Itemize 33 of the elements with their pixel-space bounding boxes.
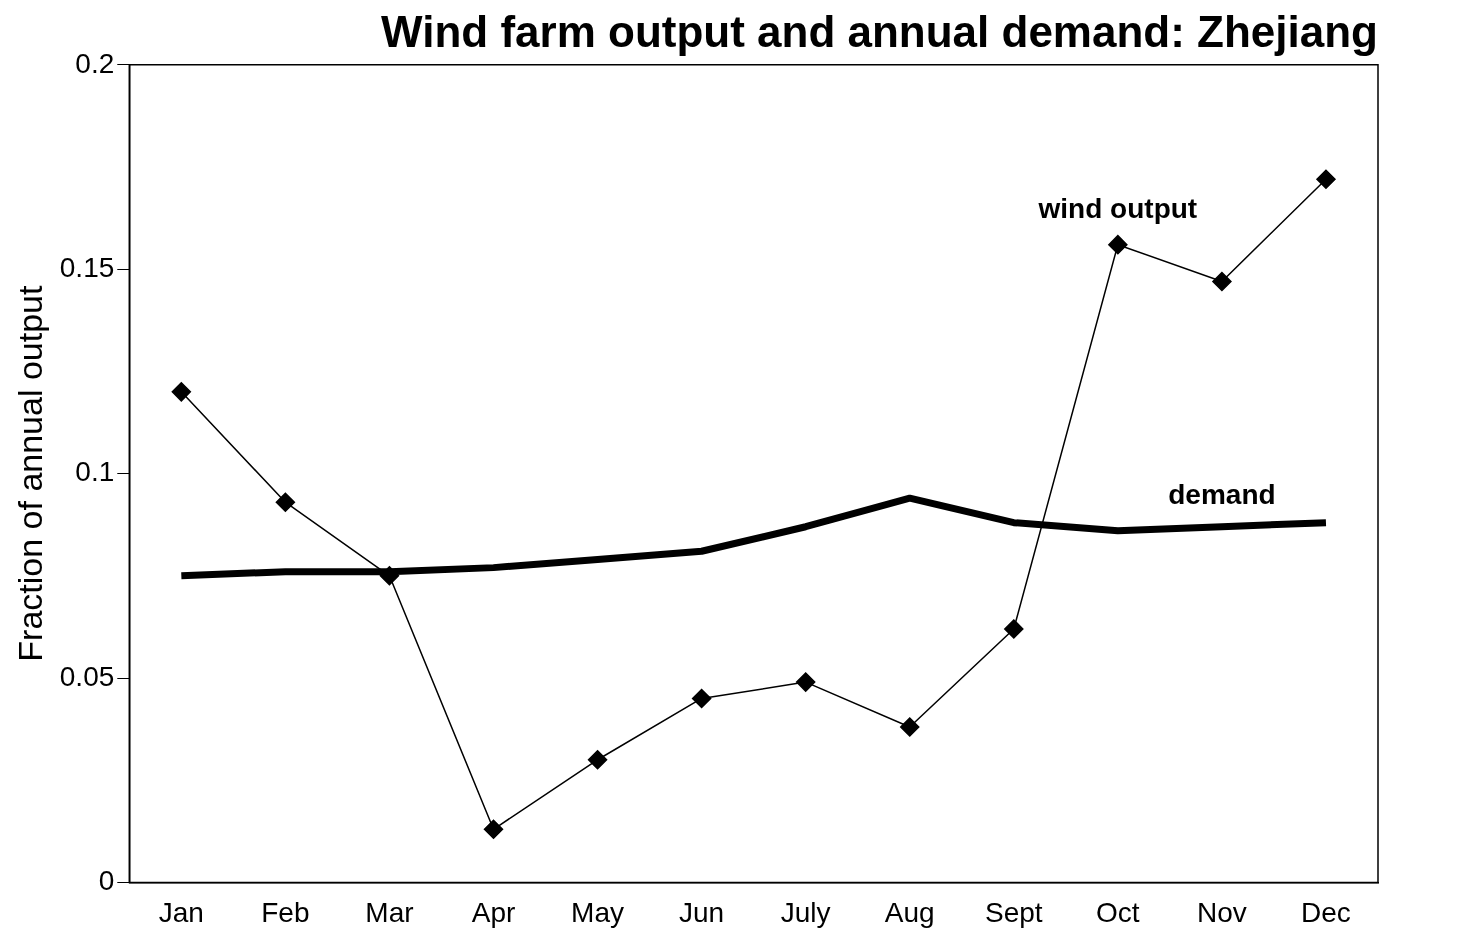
point (691, 688, 712, 709)
point (1004, 619, 1024, 639)
y-tick-label: 0.05 (59, 660, 115, 692)
x-tick-label: July (780, 896, 831, 928)
point (171, 382, 192, 402)
x-tick-label: Sept (984, 896, 1043, 928)
chart-title: Wind farm output and annual demand: Zhejiang (381, 6, 1378, 56)
point (1108, 234, 1128, 255)
series-label: wind output (1037, 193, 1198, 225)
x-tick-label: Nov (1197, 896, 1247, 928)
y-tick-label: 0 (98, 865, 115, 897)
series-label: demand (1168, 479, 1276, 511)
point (275, 492, 296, 512)
y-axis-title: Fraction of annual output (10, 284, 49, 662)
point (1316, 169, 1336, 190)
x-tick-label: Aug (884, 896, 935, 928)
point (483, 819, 504, 840)
x-tick-label: Feb (261, 896, 310, 928)
x-tick-label: Oct (1096, 896, 1140, 928)
y-tick-label: 0.15 (59, 251, 115, 283)
y-tick-label: 0.2 (75, 47, 115, 79)
x-tick-label: Jan (158, 896, 204, 928)
y-tick-label: 0.1 (75, 456, 115, 488)
point (899, 717, 920, 737)
point (587, 750, 608, 770)
x-tick-label: Mar (365, 896, 414, 928)
point (379, 566, 400, 586)
x-tick-label: Dec (1301, 896, 1351, 928)
point (795, 672, 816, 692)
x-tick-label: Jun (679, 896, 725, 928)
point (1212, 271, 1232, 292)
x-tick-label: Apr (471, 896, 516, 928)
x-tick-label: May (571, 896, 625, 928)
